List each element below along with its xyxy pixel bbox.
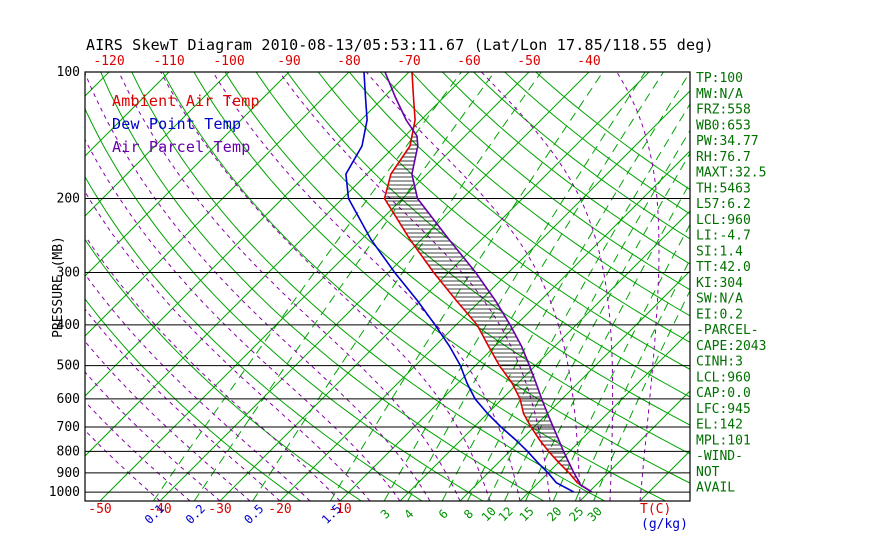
stats-line: L57:6.2: [696, 197, 751, 212]
top-temp-label: -90: [277, 54, 300, 69]
mixing-ratio-lines: [152, 72, 690, 501]
stats-line: TP:100: [696, 71, 743, 86]
pressure-tick-label: 100: [57, 65, 80, 80]
top-temp-label: -120: [93, 54, 124, 69]
top-temp-label: -100: [213, 54, 244, 69]
stats-line: CINH:3: [696, 355, 743, 370]
temp-unit-label: T(C): [640, 502, 671, 517]
pressure-tick-label: 700: [57, 420, 80, 435]
stats-line: NOT: [696, 465, 720, 480]
mixing-ratio-label: 3: [378, 507, 393, 522]
pressure-tick-label: 800: [57, 444, 80, 459]
bottom-temp-label: -10: [328, 502, 351, 517]
stats-line: KI:304: [696, 276, 743, 291]
pressure-tick-label: 200: [57, 191, 80, 206]
top-temp-label: -40: [577, 54, 600, 69]
pressure-tick-label: 600: [57, 392, 80, 407]
top-temp-label: -50: [517, 54, 540, 69]
profile-ambient: [383, 72, 593, 493]
mixing-ratio-label: 6: [436, 507, 451, 522]
stats-line: RH:76.7: [696, 150, 751, 165]
bottom-temp-label: -50: [88, 502, 111, 517]
mixing-ratio-label: 4: [401, 507, 416, 522]
bottom-temp-label: -20: [268, 502, 291, 517]
stats-line: MPL:101: [696, 433, 751, 448]
chart-title: AIRS SkewT Diagram 2010-08-13/05:53:11.6…: [86, 36, 714, 54]
pressure-tick-label: 500: [57, 359, 80, 374]
moist-adiabat-lines: [85, 72, 660, 501]
stats-line: LCL:960: [696, 213, 751, 228]
legend-parcel: Air Parcel Temp: [112, 138, 250, 156]
dry-adiabat-lines: [85, 72, 690, 501]
stats-line: -PARCEL-: [696, 323, 759, 338]
pressure-axis-label: PRESSURE (MB): [51, 236, 66, 338]
mixing-ratio-label: 0.5: [241, 502, 266, 527]
stats-line: PW:34.77: [696, 134, 759, 149]
stats-line: TT:42.0: [696, 260, 751, 275]
stats-line: MAXT:32.5: [696, 166, 766, 181]
stats-line: TH:5463: [696, 181, 751, 196]
top-temp-label: -70: [397, 54, 420, 69]
stats-line: CAPE:2043: [696, 339, 766, 354]
stats-line: MW:N/A: [696, 87, 743, 102]
mixing-ratio-label: 20: [544, 504, 564, 524]
stats-line: SW:N/A: [696, 292, 743, 307]
top-temp-label: -80: [337, 54, 360, 69]
mixing-ratio-label: 8: [461, 507, 476, 522]
pressure-tick-label: 900: [57, 466, 80, 481]
pressure-tick-label: 1000: [49, 485, 80, 500]
mixing-ratio-label: 15: [517, 504, 537, 524]
bottom-temp-label: -30: [208, 502, 231, 517]
legend-ambient: Ambient Air Temp: [112, 92, 260, 110]
legend-dewpoint: Dew Point Temp: [112, 115, 241, 133]
stats-line: CAP:0.0: [696, 386, 751, 401]
cape-hatch-area: [384, 136, 579, 482]
stats-line: FRZ:558: [696, 103, 751, 118]
stats-line: LI:-4.7: [696, 229, 751, 244]
pressure-tick-label: 300: [57, 265, 80, 280]
stats-line: LFC:945: [696, 402, 751, 417]
top-temp-label: -60: [457, 54, 480, 69]
profile-dewpoint: [345, 72, 575, 493]
stats-line: LCL:960: [696, 370, 751, 385]
pressure-tick-label: 400: [57, 318, 80, 333]
stats-line: EI:0.2: [696, 307, 743, 322]
stats-line: -WIND-: [696, 449, 743, 464]
stats-line: SI:1.4: [696, 244, 743, 259]
mixing-ratio-label: 12: [496, 504, 516, 524]
axis-frame: [84, 71, 691, 502]
profile-parcel: [384, 72, 593, 493]
stats-line: WB0:653: [696, 118, 751, 133]
profile-curves: [345, 72, 593, 493]
stats-panel: TP:100MW:N/AFRZ:558WB0:653PW:34.77RH:76.…: [696, 71, 766, 496]
mixing-unit-label: (g/kg): [641, 517, 688, 532]
mixing-ratio-label: 0.2: [183, 502, 208, 527]
top-temp-label: -110: [153, 54, 184, 69]
pressure-gridlines: [85, 71, 690, 493]
bottom-temp-label: -40: [148, 502, 171, 517]
stats-line: AVAIL: [696, 481, 735, 496]
stats-line: EL:142: [696, 418, 743, 433]
mixing-ratio-label: 30: [585, 504, 605, 524]
